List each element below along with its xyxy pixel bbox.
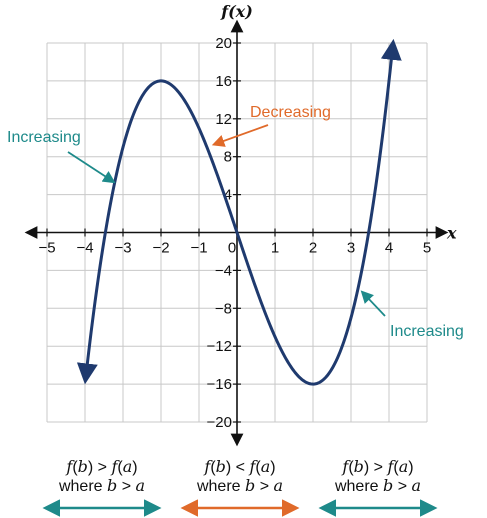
x-tick-label: 1 <box>271 240 279 257</box>
x-tick-label: −4 <box>76 240 93 257</box>
y-tick-label: −12 <box>207 338 232 355</box>
legend-condition: f(b) < f(a) <box>204 457 276 477</box>
annotation-arrow <box>360 290 386 317</box>
y-tick-label: 8 <box>224 149 232 166</box>
annotation-label: Increasing <box>7 129 81 146</box>
legend-qualifier: where b > a <box>196 476 284 496</box>
x-tick-label: 2 <box>309 240 317 257</box>
x-tick-label: 4 <box>385 240 393 257</box>
annotation-arrow <box>211 124 269 147</box>
series-line <box>76 38 402 386</box>
y-tick-label: 12 <box>215 111 232 128</box>
legend-item-3: f(b) > f(a) where b > a <box>308 458 448 496</box>
legend-condition: f(b) > f(a) <box>342 457 414 477</box>
y-tick-label: −20 <box>207 414 232 431</box>
annotation-arrow <box>67 151 116 184</box>
annotation-label: Increasing <box>390 323 464 340</box>
legend-item-1: f(b) > f(a) where b > a <box>32 458 172 496</box>
legend-condition: f(b) > f(a) <box>66 457 138 477</box>
x-axis-label: x <box>446 224 457 243</box>
x-tick-label: 0 <box>228 240 236 257</box>
y-tick-label: 20 <box>215 35 232 52</box>
x-tick-label: −5 <box>38 240 55 257</box>
x-tick-label: 3 <box>347 240 355 257</box>
annotations: Increasing Decreasing Increasing <box>7 104 464 340</box>
y-tick-label: −8 <box>215 300 232 317</box>
x-tick-label: −3 <box>114 240 131 257</box>
y-tick-label: −16 <box>207 376 232 393</box>
annotation-label: Decreasing <box>250 104 331 121</box>
legend-item-2: f(b) < f(a) where b > a <box>170 458 310 496</box>
x-tick-label: −2 <box>152 240 169 257</box>
legend-qualifier: where b > a <box>58 476 146 496</box>
y-tick-label: −4 <box>215 262 232 279</box>
y-axis-label: f(x) <box>220 2 253 21</box>
y-tick-label: 16 <box>215 73 232 90</box>
x-tick-label: −1 <box>190 240 207 257</box>
x-tick-label: 5 <box>423 240 431 257</box>
legend-qualifier: where b > a <box>334 476 422 496</box>
